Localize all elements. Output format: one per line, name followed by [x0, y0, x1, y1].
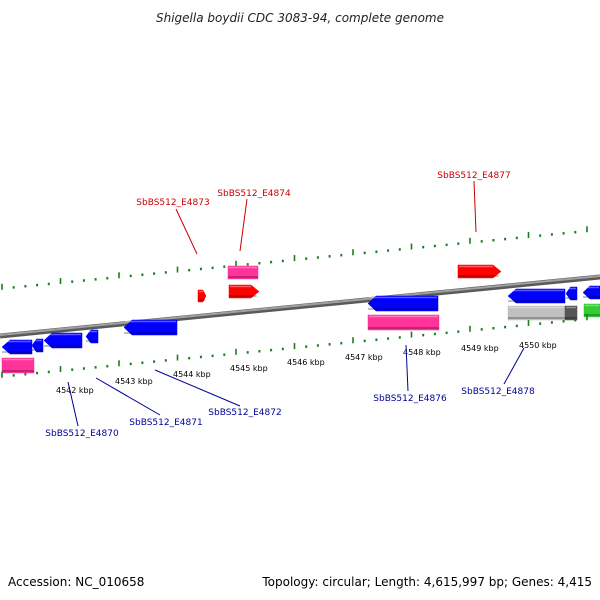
callout-line [154, 369, 241, 407]
accession-label: Accession: NC_010658 [8, 575, 144, 589]
genome-title: Shigella boydii CDC 3083-94, complete ge… [156, 11, 444, 25]
rna-feature [367, 314, 440, 331]
reverse-cds [1, 339, 33, 355]
reverse-cds [507, 288, 566, 304]
callout-line [473, 180, 477, 233]
callout-line [67, 381, 79, 427]
scale-tick-label: 4542 kbp [56, 386, 94, 395]
gene-label-reverse: SbBS512_E4871 [129, 418, 202, 428]
genome-backbone [0, 274, 600, 339]
gene-label-reverse: SbBS512_E4876 [373, 394, 447, 404]
scale-tick-label: 4546 kbp [287, 358, 325, 367]
forward-strand-features [197, 264, 502, 303]
rna-feature [1, 357, 35, 374]
gene-label-forward: SbBS512_E4874 [217, 189, 291, 199]
reverse-strand-features [1, 285, 600, 374]
reverse-cds [582, 285, 600, 300]
genome-summary: Topology: circular; Length: 4,615,997 bp… [261, 575, 592, 589]
scale-tick-label: 4544 kbp [173, 370, 211, 379]
callout-line [503, 347, 525, 385]
pseudogene-feature [507, 305, 566, 321]
gene-label-callouts: SbBS512_E4873 SbBS512_E4874 SbBS512_E4877 S… [45, 171, 535, 439]
callout-line [175, 208, 198, 255]
reverse-cds [31, 338, 44, 353]
reverse-cds [565, 286, 578, 301]
gene-label-forward: SbBS512_E4873 [136, 198, 209, 208]
reverse-cds [43, 332, 83, 349]
outer-tick-ring [1, 226, 588, 290]
scale-tick-label: 4550 kbp [519, 341, 557, 350]
scale-tick-label: 4545 kbp [230, 364, 268, 373]
gene-label-reverse: SbBS512_E4870 [45, 429, 119, 439]
gene-label-reverse: SbBS512_E4872 [208, 408, 281, 418]
forward-cds [228, 284, 260, 299]
rna-feature [227, 265, 259, 280]
inner-tick-ring [1, 314, 588, 378]
forward-cds [197, 289, 207, 303]
gene-label-forward: SbBS512_E4877 [437, 171, 510, 181]
callout-line [405, 344, 409, 392]
callout-line [239, 198, 248, 252]
gene-label-reverse: SbBS512_E4878 [461, 387, 535, 397]
scale-tick-label: 4549 kbp [461, 344, 499, 353]
scale-tick-labels: 4542 kbp 4543 kbp 4544 kbp 4545 kbp 4546 kbp… [56, 341, 557, 395]
scale-tick-label: 4543 kbp [115, 377, 153, 386]
reverse-cds [85, 329, 99, 344]
forward-cds [457, 264, 502, 279]
gene-feature [564, 305, 578, 321]
scale-tick-label: 4547 kbp [345, 353, 383, 362]
scale-tick-label: 4548 kbp [403, 348, 441, 357]
callout-line [95, 377, 161, 416]
reverse-cds [367, 295, 439, 312]
reverse-cds [123, 319, 178, 336]
